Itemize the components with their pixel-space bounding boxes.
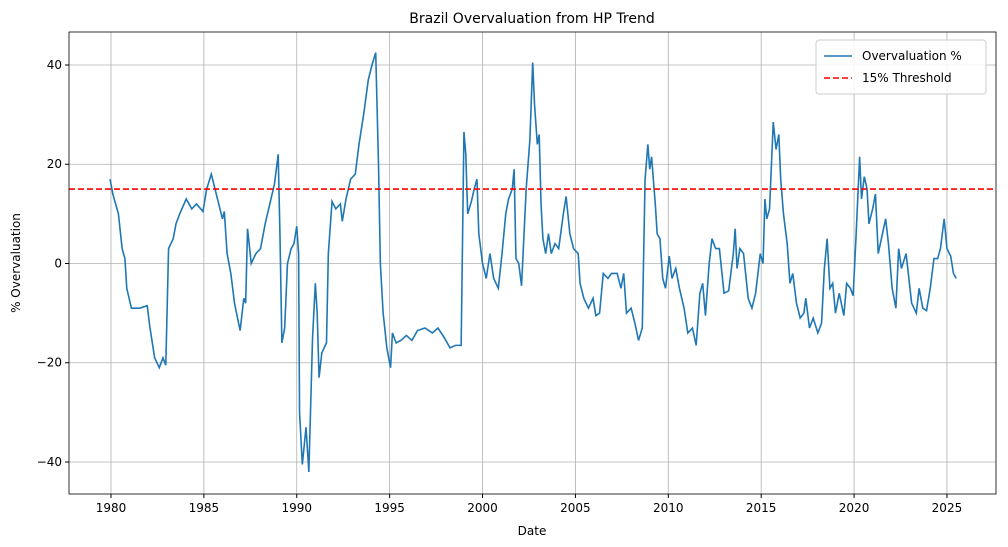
x-tick-label: 1995 xyxy=(374,501,405,515)
y-tick-label: −20 xyxy=(37,356,62,370)
x-tick-label: 2005 xyxy=(560,501,591,515)
plot-frame xyxy=(68,31,997,495)
x-tick-label: 2025 xyxy=(932,501,963,515)
y-tick-label: 40 xyxy=(47,58,62,72)
legend-label: 15% Threshold xyxy=(862,71,952,85)
y-tick-label: −40 xyxy=(37,455,62,469)
y-tick-label: 20 xyxy=(47,157,62,171)
chart-title: Brazil Overvaluation from HP Trend xyxy=(409,11,654,27)
x-tick-label: 2020 xyxy=(839,501,870,515)
x-tick-label: 2015 xyxy=(746,501,777,515)
legend-label: Overvaluation % xyxy=(862,49,962,63)
x-tick-label: 1985 xyxy=(189,501,220,515)
data-line xyxy=(109,52,957,472)
legend-box xyxy=(815,39,987,95)
y-axis-label: % Overvaluation xyxy=(9,213,23,313)
x-axis-label: Date xyxy=(518,524,547,538)
x-tick-label: 1990 xyxy=(281,501,312,515)
x-tick-label: 2000 xyxy=(467,501,498,515)
y-tick-label: 0 xyxy=(54,256,62,270)
x-tick-label: 2010 xyxy=(653,501,684,515)
x-tick-label: 1980 xyxy=(96,501,127,515)
